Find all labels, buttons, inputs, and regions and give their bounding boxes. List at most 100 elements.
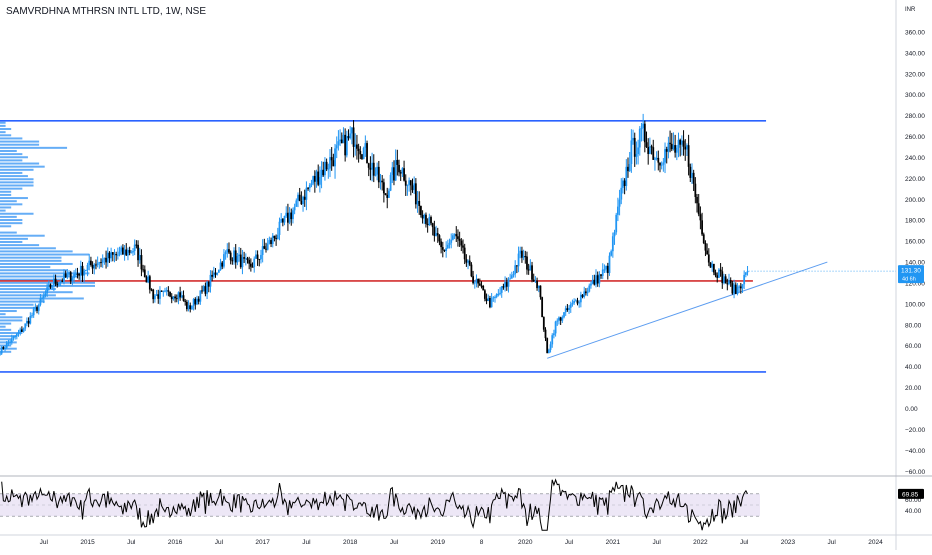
candle-body (339, 139, 341, 142)
candle-body (719, 269, 722, 272)
candle-body (453, 234, 456, 236)
candle-body (635, 154, 638, 157)
volume-profile-bar (0, 121, 6, 124)
volume-profile-bar (0, 175, 28, 178)
candle-body (579, 294, 582, 303)
candle-body (127, 250, 129, 256)
candle-body (145, 277, 148, 283)
candle-body (544, 329, 547, 339)
volume-profile-bar (0, 143, 40, 146)
volume-profile-bar (0, 240, 23, 243)
candle-body (307, 187, 310, 189)
candle-body (480, 285, 483, 287)
x-tick-label: Jul (740, 539, 749, 546)
candle-body (539, 285, 542, 298)
candle-body (440, 241, 443, 248)
candle-body (388, 190, 390, 198)
candle-body (324, 161, 326, 176)
candle-body (337, 141, 340, 146)
y-tick-label: 240.00 (905, 155, 925, 162)
y-tick-label: 280.00 (905, 113, 925, 120)
candle-body (219, 262, 222, 270)
candle-body (546, 338, 549, 354)
volume-profile-bar (0, 250, 73, 253)
candle-body (462, 245, 464, 248)
volume-profile-bar (0, 187, 23, 190)
candle-body (249, 263, 252, 267)
candle-body (645, 142, 648, 148)
candle-body (490, 298, 493, 308)
candle-body (276, 234, 279, 240)
candle-body (527, 269, 530, 271)
volume-profile-bar (0, 347, 17, 350)
candle-body (308, 184, 311, 189)
volume-profile-bar (0, 131, 6, 134)
candle-body (78, 273, 81, 276)
candle-body (241, 257, 244, 268)
candle-body (689, 166, 692, 178)
candle-body (495, 294, 498, 297)
candle-body (416, 201, 419, 205)
candle-body (132, 250, 134, 253)
candle-body (318, 177, 321, 185)
drawn-levels (0, 120, 896, 373)
candle-body (664, 149, 666, 163)
candle-body (159, 290, 161, 299)
candle-body (137, 244, 139, 261)
candle-body (396, 159, 399, 165)
candle-body (499, 292, 501, 294)
candle-body (655, 157, 658, 159)
volume-profile-bar (0, 300, 45, 303)
candle-body (255, 254, 257, 259)
candle-body (88, 260, 91, 265)
candle-body (677, 139, 680, 148)
candle-body (477, 278, 480, 284)
candle-body (125, 249, 128, 256)
volume-profile-bar (0, 331, 23, 334)
candle-body (266, 243, 269, 250)
volume-profile-bar (0, 215, 17, 218)
candle-body (706, 250, 709, 255)
candle-body (559, 317, 562, 321)
volume-profile-bar (0, 310, 17, 313)
candle-body (413, 183, 416, 191)
candle-body (428, 217, 431, 225)
candle-body (409, 180, 412, 186)
volume-profile-bar (0, 291, 73, 294)
trend-line[interactable] (547, 261, 828, 359)
volume-profile-bar (0, 153, 23, 156)
candle-body (39, 298, 42, 305)
candle-body (84, 270, 87, 272)
volume-profile-bar (0, 237, 28, 240)
candle-body (345, 136, 348, 156)
candle-body (420, 206, 422, 216)
x-tick-label: 2018 (343, 539, 358, 546)
candle-body (74, 273, 77, 275)
volume-profile-bar (0, 234, 45, 237)
candle-body (702, 234, 705, 244)
x-tick-label: Jul (302, 539, 311, 546)
candle-body (524, 256, 527, 258)
candle-body (81, 265, 84, 276)
candle-body (369, 167, 372, 170)
candle-body (521, 250, 523, 258)
volume-profile-bar (0, 247, 56, 250)
candle-body (334, 148, 336, 167)
candle-body (632, 137, 634, 141)
candle-body (15, 333, 18, 337)
candle-body (394, 159, 397, 181)
candle-body (293, 206, 296, 211)
volume-profile-bar (0, 212, 34, 215)
candle-body (714, 272, 717, 276)
candle-body (517, 253, 520, 267)
candle-body (31, 315, 33, 317)
x-tick-label: Jul (127, 539, 136, 546)
rsi-tick-label: 60.00 (905, 497, 922, 504)
candle-body (731, 283, 734, 294)
candle-body (613, 232, 616, 237)
y-tick-label: 180.00 (905, 218, 925, 225)
volume-profile-bar (0, 259, 62, 262)
candle-body (534, 280, 537, 282)
